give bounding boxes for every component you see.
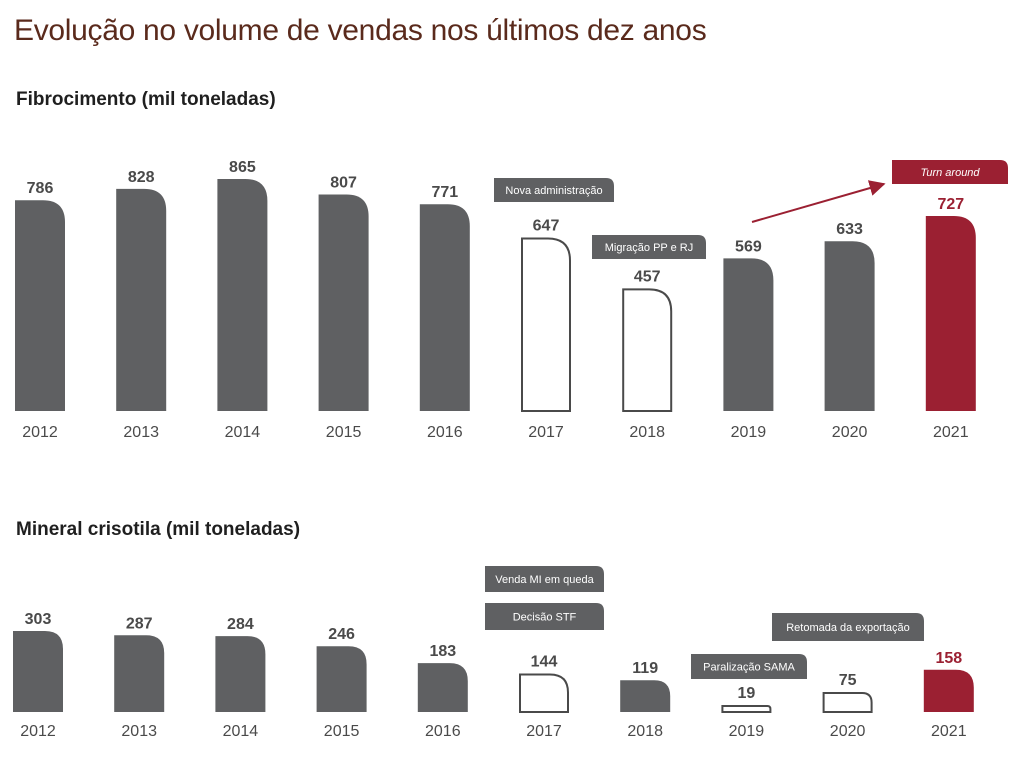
bar-2017 — [519, 673, 569, 713]
year-label-2013: 2013 — [123, 424, 159, 441]
annotation-label: Nova administração — [505, 185, 602, 197]
bar-2018 — [622, 288, 673, 412]
value-label-2021: 727 — [937, 196, 964, 213]
fibrocimento-bar-chart: 786 2012 828 2013 865 2014 807 2015 771 2016 647 20… — [15, 159, 1008, 441]
bar-2021 — [925, 216, 976, 411]
year-label-2021: 2021 — [931, 723, 967, 740]
year-label-2015: 2015 — [326, 424, 362, 441]
annotation-box — [772, 613, 924, 641]
bar-2013 — [114, 635, 165, 712]
value-label-2020: 633 — [836, 221, 863, 238]
annotation-box — [485, 566, 604, 592]
chart-title-fibrocimento: Fibrocimento (mil toneladas) — [16, 89, 276, 110]
year-label-2017: 2017 — [528, 424, 564, 441]
bar-2020 — [822, 691, 873, 713]
value-label-2013: 828 — [128, 169, 155, 186]
value-label-2013: 287 — [126, 615, 153, 632]
year-label-2012: 2012 — [22, 424, 58, 441]
value-label-2016: 183 — [429, 643, 456, 660]
bar-2018 — [620, 680, 671, 712]
annotation-label: Paralização SAMA — [703, 662, 795, 674]
bar-2021 — [923, 669, 974, 712]
year-label-2013: 2013 — [121, 723, 157, 740]
value-label-2015: 246 — [328, 626, 355, 643]
value-label-2014: 284 — [227, 616, 254, 633]
bar-2015 — [318, 194, 369, 411]
bar-2019 — [723, 258, 774, 411]
annotation-box — [494, 178, 614, 202]
annotation-label: Decisão STF — [513, 612, 577, 624]
bar-2013 — [116, 188, 167, 411]
year-label-2018: 2018 — [629, 424, 665, 441]
year-label-2016: 2016 — [427, 424, 463, 441]
annotation-box — [485, 603, 604, 630]
bar-2014 — [215, 636, 266, 712]
year-label-2016: 2016 — [425, 723, 461, 740]
annotation-box — [892, 160, 1008, 184]
year-label-2018: 2018 — [627, 723, 663, 740]
annotation-label: Migração PP e RJ — [605, 242, 693, 254]
annotation-label: Retomada da exportação — [786, 622, 910, 634]
mineral-crisotila-bar-chart: 303 2012 287 2013 284 2014 246 2015 183 2016 144 20… — [13, 566, 974, 740]
value-label-2012: 303 — [25, 611, 52, 628]
trend-arrow — [751, 180, 886, 223]
bar-2019 — [721, 705, 772, 713]
bar-2012 — [15, 200, 65, 411]
value-label-2017: 144 — [531, 654, 558, 671]
year-label-2019: 2019 — [731, 424, 767, 441]
year-label-2019: 2019 — [729, 723, 765, 740]
value-label-2016: 771 — [431, 184, 458, 201]
year-label-2014: 2014 — [223, 723, 259, 740]
year-label-2020: 2020 — [830, 723, 866, 740]
chart-title-mineral-crisotila: Mineral crisotila (mil toneladas) — [16, 519, 301, 540]
year-label-2014: 2014 — [225, 424, 261, 441]
annotation-box — [592, 235, 706, 259]
bar-2020 — [824, 241, 875, 411]
annotation-label: Venda MI em queda — [495, 574, 594, 586]
value-label-2020: 75 — [839, 672, 857, 689]
value-label-2015: 807 — [330, 175, 357, 192]
value-label-2018: 119 — [632, 660, 658, 677]
value-label-2021: 158 — [935, 650, 962, 667]
bar-2015 — [316, 646, 367, 712]
annotation-label: Turn around — [920, 167, 980, 179]
value-label-2012: 786 — [27, 180, 54, 197]
bar-2014 — [217, 179, 268, 411]
value-label-2019: 19 — [738, 685, 756, 702]
value-label-2018: 457 — [634, 268, 661, 285]
value-label-2019: 569 — [735, 238, 762, 255]
annotation-box — [691, 654, 807, 679]
year-label-2021: 2021 — [933, 424, 969, 441]
bar-2012 — [13, 631, 63, 712]
year-label-2020: 2020 — [832, 424, 868, 441]
year-label-2017: 2017 — [526, 723, 562, 740]
value-label-2017: 647 — [533, 217, 560, 234]
page-title: Evolução no volume de vendas nos últimos… — [14, 14, 707, 47]
year-label-2012: 2012 — [20, 723, 56, 740]
bar-2016 — [417, 663, 468, 712]
bar-2016 — [419, 204, 470, 411]
value-label-2014: 865 — [229, 159, 256, 176]
bar-2017 — [521, 237, 571, 412]
year-label-2015: 2015 — [324, 723, 360, 740]
